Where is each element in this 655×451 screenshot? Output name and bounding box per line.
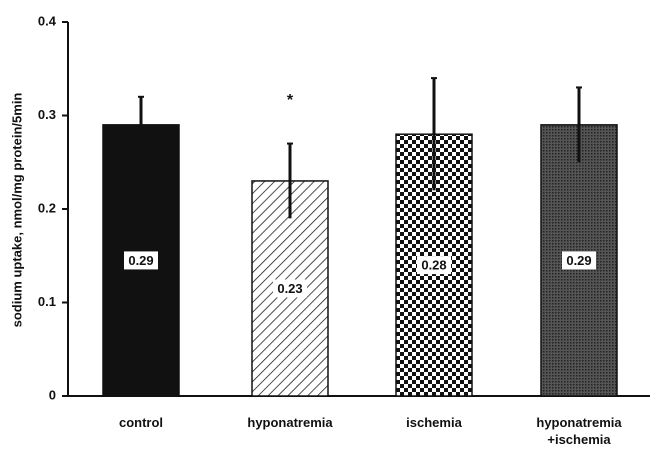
y-tick-label: 0.4 xyxy=(38,13,57,28)
x-tick-label: control xyxy=(118,415,164,430)
y-tick-label: 0.3 xyxy=(38,107,56,122)
value-label-box xyxy=(417,256,451,275)
y-axis-label: sodium uptake, nmol/mg protein/5min xyxy=(9,93,24,328)
x-tick-label: hyponatremia xyxy=(247,415,333,430)
x-tick-label: hyponatremia +ischemia xyxy=(536,415,622,447)
y-tick-label: 0.2 xyxy=(38,200,56,215)
value-label: 0.29 xyxy=(566,253,591,268)
value-label-box xyxy=(273,279,307,298)
y-tick-label: 0 xyxy=(49,387,56,402)
y-tick-label: 0.1 xyxy=(38,294,56,309)
x-tick-label: ischemia xyxy=(406,415,462,430)
bar xyxy=(102,124,180,397)
value-label: 0.28 xyxy=(421,258,446,273)
value-label: 0.23 xyxy=(277,281,302,296)
value-label-box xyxy=(124,251,158,270)
value-label: 0.29 xyxy=(128,253,153,268)
value-label-box xyxy=(562,251,596,270)
annotation: * xyxy=(287,92,294,109)
